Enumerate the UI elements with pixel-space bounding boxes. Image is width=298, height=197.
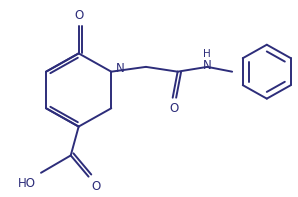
Text: N: N — [203, 59, 212, 72]
Text: H: H — [204, 49, 211, 59]
Text: HO: HO — [18, 177, 36, 190]
Text: N: N — [116, 62, 125, 75]
Text: O: O — [169, 102, 178, 115]
Text: O: O — [91, 180, 101, 193]
Text: O: O — [74, 9, 83, 22]
